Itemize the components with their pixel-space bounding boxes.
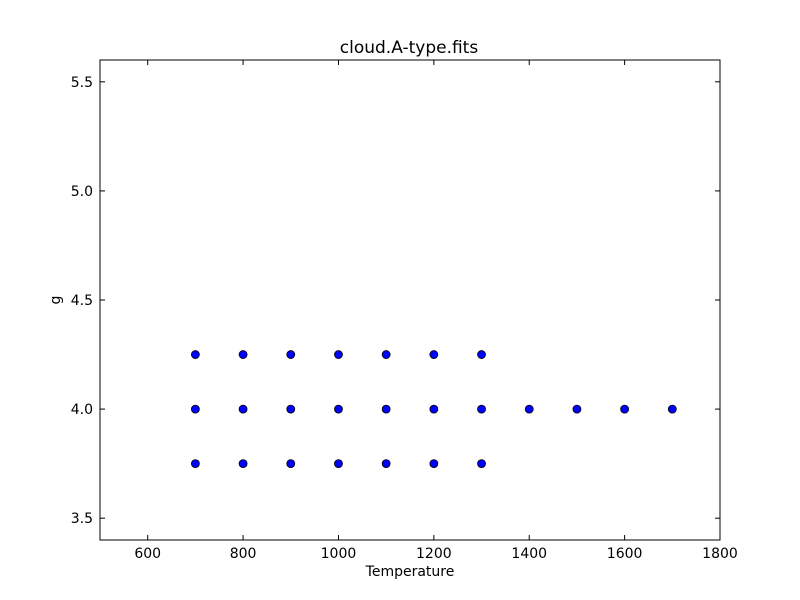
data-point [286, 459, 296, 469]
data-point [381, 404, 391, 414]
data-point [286, 350, 296, 359]
y-tick-label: 3.5 [71, 511, 93, 527]
x-tick-label: 1000 [321, 546, 357, 562]
x-tick-label: 800 [230, 546, 257, 562]
data-point [620, 404, 630, 414]
x-tick-label: 1400 [511, 546, 547, 562]
x-tick-label: 1800 [702, 546, 738, 562]
y-axis-label: g [48, 296, 64, 305]
data-point [286, 404, 296, 414]
y-axis-ticks: 3.5 4.0 4.5 5.0 5.5 [71, 75, 720, 527]
data-point [190, 459, 200, 469]
data-point [334, 404, 343, 414]
x-tick-label: 1600 [607, 546, 643, 562]
data-point [334, 459, 343, 469]
data-point [429, 459, 439, 469]
chart-title: cloud.A-type.fits [340, 38, 479, 58]
data-point [238, 459, 248, 469]
y-tick-label: 4.0 [71, 402, 93, 418]
y-tick-label: 5.0 [71, 184, 93, 200]
plot-frame [99, 59, 721, 541]
y-tick-label: 4.5 [71, 293, 93, 309]
data-point [667, 404, 677, 414]
data-point [238, 404, 248, 414]
data-point [524, 404, 534, 414]
data-point [477, 350, 486, 359]
data-point [477, 404, 486, 414]
data-point [381, 350, 391, 359]
data-point [572, 404, 582, 414]
data-point [334, 350, 343, 359]
x-axis-label: Temperature [365, 564, 455, 580]
y-tick-label: 5.5 [71, 75, 93, 91]
data-point [429, 350, 439, 359]
data-point [190, 404, 200, 414]
data-point [477, 459, 486, 469]
data-point [190, 350, 200, 359]
x-tick-label: 600 [134, 546, 161, 562]
data-point [238, 350, 248, 359]
plot-area [190, 350, 677, 469]
x-tick-label: 1200 [416, 546, 452, 562]
x-axis-ticks: 600 800 1000 1200 1400 1600 1800 [134, 60, 738, 562]
data-point [429, 404, 439, 414]
data-point [381, 459, 391, 469]
